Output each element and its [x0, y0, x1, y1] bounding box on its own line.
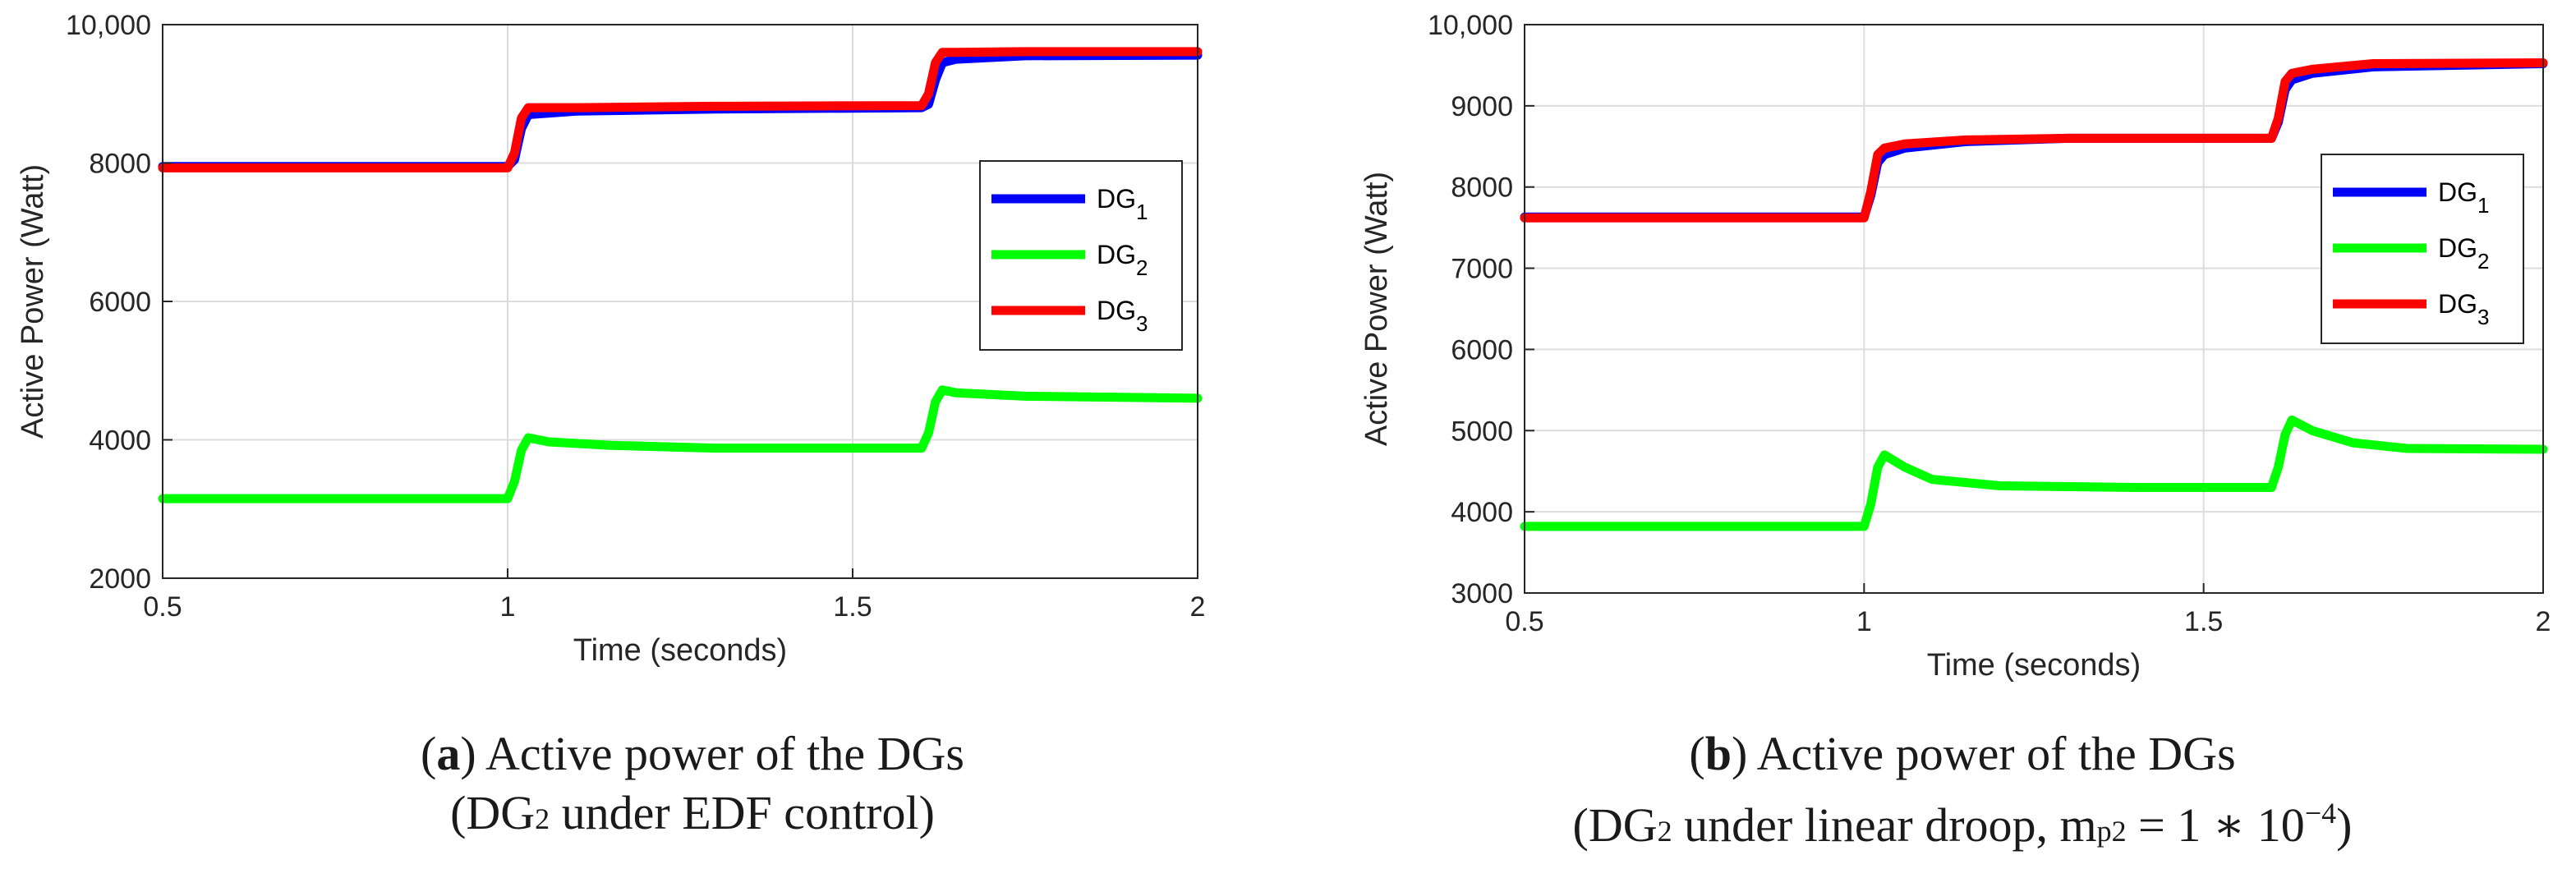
caption-b-title: Active power of the DGs	[1756, 727, 2236, 780]
y-tick-label-a: 2000	[89, 563, 151, 595]
y-tick-label-b: 3000	[1451, 578, 1513, 609]
y-tick-label-b: 10,000	[1428, 10, 1513, 41]
y-tick-label-b: 5000	[1451, 416, 1513, 447]
series-line-a-dg3	[158, 47, 1203, 172]
y-axis-label-a: Active Power (Watt)	[16, 164, 50, 439]
caption-a-line1: (a) Active power of the DGs	[420, 727, 964, 780]
series-line-b-dg3	[1520, 58, 2548, 223]
x-axis-label-b: Time (seconds)	[1927, 648, 2141, 683]
caption-b-equation: = 1 ∗ 10	[2126, 798, 2305, 852]
caption-b-mp: m	[2059, 798, 2097, 852]
caption-a-text-end: under EDF control)	[550, 786, 935, 839]
x-tick-label-b: 0.5	[1505, 606, 1543, 637]
caption-b-line2: (DG2 under linear droop, mp2 = 1 ∗ 10−4)	[1502, 784, 2422, 861]
chart-a: 0.5 1 1.5 2 2000 4000 6000 8000 10,000 Time (seco…	[16, 10, 1205, 668]
y-tick-label-a: 4000	[89, 425, 151, 457]
x-tick-label-a: 1	[500, 591, 516, 623]
y-tick-label-b: 7000	[1451, 254, 1513, 285]
y-tick-label-a: 6000	[89, 287, 151, 318]
x-tick-label-a: 1.5	[833, 591, 872, 623]
y-axis-label-b: Active Power (Watt)	[1359, 172, 1394, 446]
caption-b-text-end: )	[2336, 798, 2353, 852]
series-line-b-dg2	[1520, 415, 2548, 531]
caption-b-subscript: 2	[1657, 815, 1672, 848]
caption-b-label: b	[1704, 727, 1732, 780]
caption-b: (b) Active power of the DGs (DG2 under l…	[1502, 724, 2422, 861]
series-line-a-dg2	[158, 385, 1203, 503]
caption-b-text-mid: under linear droop,	[1672, 798, 2060, 852]
caption-b-text: (DG	[1572, 798, 1658, 852]
x-tick-label-b: 1.5	[2184, 606, 2223, 637]
caption-a-label: a	[436, 727, 461, 780]
x-tick-label-a: 0.5	[143, 591, 182, 623]
y-tick-label-b: 6000	[1451, 334, 1513, 365]
caption-a: (a) Active power of the DGs (DG2 under E…	[241, 724, 1144, 848]
caption-b-line1: (b) Active power of the DGs	[1689, 727, 2236, 780]
x-tick-label-b: 1	[1856, 606, 1872, 637]
caption-b-mp-subscript: p2	[2096, 815, 2127, 848]
y-tick-label-a: 8000	[89, 149, 151, 180]
x-tick-label-a: 2	[1190, 591, 1206, 623]
x-axis-label-a: Time (seconds)	[573, 633, 787, 668]
caption-a-title: Active power of the DGs	[485, 727, 964, 780]
caption-b-exponent: −4	[2304, 797, 2337, 830]
figure-canvas: 0.5 1 1.5 2 2000 4000 6000 8000 10,000 Time (seco…	[16, 10, 2551, 683]
x-tick-label-b: 2	[2536, 606, 2551, 637]
y-tick-label-b: 8000	[1451, 172, 1513, 204]
caption-a-line2: (DG2 under EDF control)	[241, 784, 1144, 848]
y-tick-label-b: 4000	[1451, 497, 1513, 528]
axes-box-b	[1524, 24, 2544, 594]
caption-a-subscript: 2	[535, 802, 550, 835]
caption-a-text: (DG	[450, 786, 536, 839]
chart-b: 0.5 1 1.5 2 3000 4000 5000 6000 7000 8000 9000 10,0…	[1359, 10, 2551, 683]
y-tick-label-a: 10,000	[66, 10, 151, 41]
y-tick-label-b: 9000	[1451, 91, 1513, 122]
